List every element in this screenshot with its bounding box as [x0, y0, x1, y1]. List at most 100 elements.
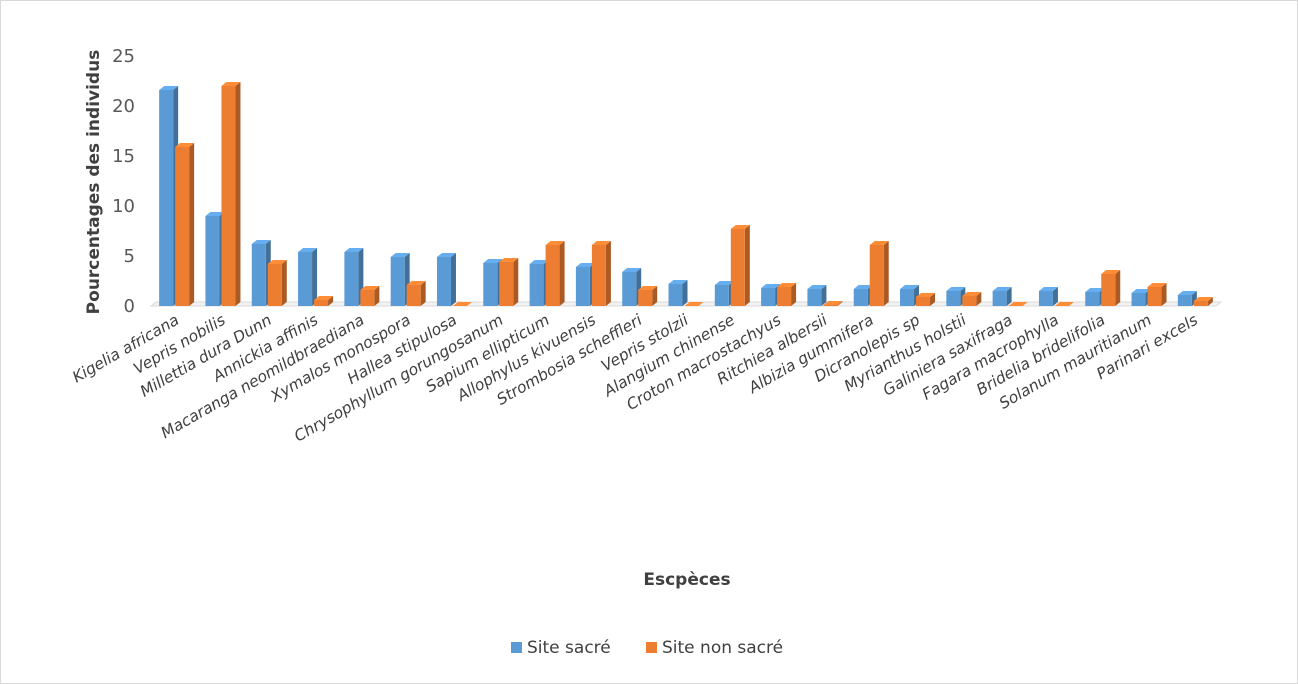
bar-front: [159, 90, 174, 306]
y-axis-ticks: 0 5 10 15 20 25: [112, 46, 135, 317]
bar-top: [1085, 288, 1105, 292]
bar: [436, 253, 456, 306]
bar-top: [159, 86, 179, 90]
bar-top: [638, 286, 658, 290]
bar-front: [638, 290, 653, 306]
bar-front: [314, 300, 329, 306]
bar: [267, 260, 287, 306]
bar-front: [344, 252, 359, 306]
bar: [1193, 297, 1213, 306]
bar-top: [777, 283, 797, 287]
bar-side: [1052, 287, 1058, 306]
bar-side: [1161, 283, 1167, 306]
bar-front: [853, 289, 868, 306]
bar-top: [761, 284, 781, 288]
y-tick-label: 5: [124, 246, 135, 267]
bar: [668, 280, 688, 306]
bar-front: [406, 285, 421, 306]
bar-top: [714, 281, 734, 285]
bar-side: [312, 248, 318, 306]
bar: [777, 283, 797, 306]
bar-side: [1006, 287, 1012, 306]
bar-top: [591, 241, 611, 245]
bar-side: [559, 241, 565, 306]
bar-top: [545, 241, 565, 245]
bar-front: [390, 257, 405, 306]
bar-side: [420, 281, 426, 306]
bar: [1147, 283, 1167, 306]
bar-top: [221, 82, 241, 86]
bar-top: [916, 293, 936, 297]
bar-side: [281, 260, 287, 306]
bar-side: [328, 296, 334, 306]
bar-top: [483, 259, 503, 263]
bar-top: [390, 253, 410, 257]
bar-side: [605, 241, 611, 306]
bar-front: [946, 291, 961, 306]
bar-top: [452, 302, 472, 306]
bar-front: [545, 245, 560, 306]
bar-top: [267, 260, 287, 264]
bar-top: [314, 296, 334, 300]
bar-front: [591, 245, 606, 306]
bar-top: [1008, 302, 1028, 306]
bar: [1038, 287, 1058, 306]
bar: [684, 302, 704, 306]
bar-side: [791, 283, 797, 306]
bar-front: [298, 252, 313, 306]
bar: [807, 285, 827, 306]
legend-swatch: [646, 642, 657, 653]
bar-front: [668, 284, 683, 306]
bar: [962, 292, 982, 306]
bar-front: [992, 291, 1007, 306]
bar: [360, 286, 380, 306]
bar: [221, 82, 241, 306]
y-tick-label: 15: [112, 146, 135, 167]
bar-top: [1131, 289, 1151, 293]
bar-top: [684, 302, 704, 306]
y-axis-title: Pourcentages des individus: [84, 50, 104, 315]
legend-swatch: [511, 642, 522, 653]
y-tick-label: 20: [112, 96, 135, 117]
bar-front: [622, 272, 637, 306]
bar: [730, 225, 750, 306]
bar-front: [714, 285, 729, 306]
bar-front: [436, 257, 451, 306]
bar-top: [823, 301, 843, 305]
bar: [869, 241, 889, 306]
bar-front: [221, 86, 236, 306]
bar-front: [1177, 295, 1192, 306]
bar-top: [360, 286, 380, 290]
bar-front: [916, 297, 931, 306]
bar-front: [575, 267, 590, 306]
bar-top: [853, 285, 873, 289]
bar-side: [837, 301, 843, 306]
bar-front: [1193, 301, 1208, 306]
bar: [992, 287, 1012, 306]
bar-front: [807, 289, 822, 306]
bar: [591, 241, 611, 306]
bar-side: [821, 285, 827, 306]
bar-front: [730, 229, 745, 306]
bar-front: [360, 290, 375, 306]
bar-top: [730, 225, 750, 229]
bar: [638, 286, 658, 306]
bar-front: [823, 305, 838, 306]
bar: [1101, 270, 1121, 306]
bar-front: [529, 264, 544, 306]
bar-top: [529, 260, 549, 264]
legend-label: Site sacré: [527, 638, 611, 658]
bar-side: [652, 286, 658, 306]
bar-top: [499, 258, 519, 262]
bar-top: [1147, 283, 1167, 287]
bar: [314, 296, 334, 306]
bar-front: [761, 288, 776, 306]
bar: [823, 301, 843, 306]
bar-front: [900, 289, 915, 306]
legend: Site sacré Site non sacré: [511, 638, 783, 658]
bar-top: [900, 285, 920, 289]
bar-front: [1101, 274, 1116, 306]
bar-top: [807, 285, 827, 289]
bars: [159, 82, 1213, 306]
